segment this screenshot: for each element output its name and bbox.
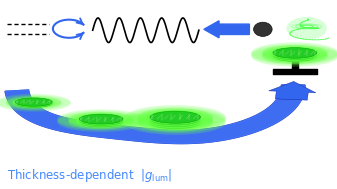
Ellipse shape: [0, 95, 71, 112]
Ellipse shape: [137, 108, 213, 126]
Text: Thickness-dependent  $|g_\mathrm{lum}|$: Thickness-dependent $|g_\mathrm{lum}|$: [7, 167, 172, 184]
Ellipse shape: [273, 48, 317, 58]
Ellipse shape: [68, 113, 134, 128]
Ellipse shape: [270, 50, 320, 62]
Ellipse shape: [137, 114, 213, 132]
Ellipse shape: [150, 113, 201, 125]
Ellipse shape: [15, 98, 52, 106]
Ellipse shape: [273, 51, 317, 61]
Ellipse shape: [262, 45, 328, 61]
Ellipse shape: [253, 22, 272, 36]
Ellipse shape: [0, 94, 71, 110]
Ellipse shape: [273, 49, 317, 60]
Polygon shape: [5, 85, 305, 143]
Ellipse shape: [146, 114, 204, 128]
Ellipse shape: [251, 44, 337, 65]
Ellipse shape: [270, 48, 320, 61]
Ellipse shape: [6, 96, 62, 108]
Ellipse shape: [79, 114, 123, 124]
Ellipse shape: [150, 111, 201, 123]
Ellipse shape: [79, 117, 123, 127]
Ellipse shape: [286, 17, 327, 40]
Ellipse shape: [57, 111, 145, 130]
Ellipse shape: [57, 112, 145, 132]
Ellipse shape: [251, 42, 337, 64]
Ellipse shape: [150, 115, 201, 127]
Ellipse shape: [12, 97, 55, 107]
FancyArrow shape: [204, 21, 249, 38]
Ellipse shape: [146, 112, 204, 126]
Ellipse shape: [76, 116, 126, 128]
Ellipse shape: [137, 110, 213, 128]
Ellipse shape: [125, 105, 226, 129]
Ellipse shape: [15, 99, 52, 108]
Ellipse shape: [150, 117, 201, 129]
FancyArrow shape: [269, 81, 316, 100]
Ellipse shape: [146, 110, 204, 124]
Ellipse shape: [68, 115, 134, 129]
Ellipse shape: [137, 112, 213, 130]
Ellipse shape: [12, 98, 55, 108]
Ellipse shape: [76, 115, 126, 126]
Ellipse shape: [79, 116, 123, 125]
Polygon shape: [5, 85, 305, 144]
Ellipse shape: [251, 46, 337, 67]
Ellipse shape: [68, 112, 134, 126]
Ellipse shape: [146, 116, 204, 130]
Ellipse shape: [125, 111, 226, 135]
Ellipse shape: [262, 46, 328, 62]
Ellipse shape: [262, 48, 328, 64]
Ellipse shape: [270, 47, 320, 59]
Ellipse shape: [57, 109, 145, 129]
Ellipse shape: [6, 97, 62, 110]
Ellipse shape: [125, 107, 226, 131]
Ellipse shape: [125, 109, 226, 133]
Ellipse shape: [76, 113, 126, 125]
